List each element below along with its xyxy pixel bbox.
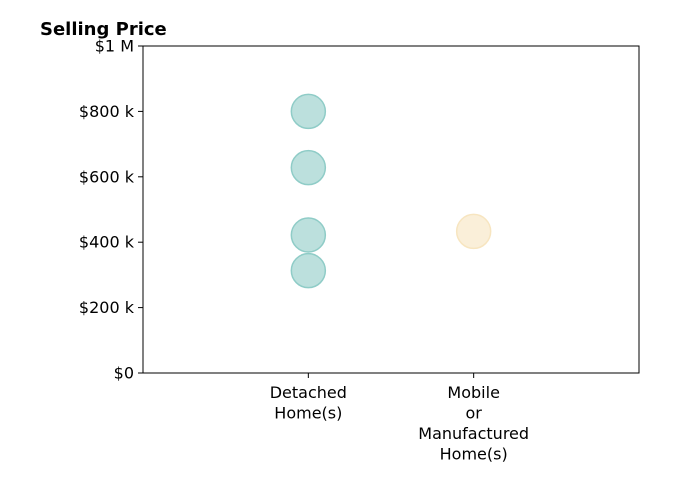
x-tick-label-line: or — [465, 404, 482, 423]
data-point — [455, 213, 492, 250]
plot-area — [142, 45, 640, 374]
y-tick-label: $600 k — [79, 167, 135, 186]
x-tick-label-line: Mobile — [447, 383, 499, 402]
y-tick-label: $200 k — [79, 298, 135, 317]
x-tick-label-line: Home(s) — [440, 445, 508, 464]
y-axis: $0 $200 k $400 k $600 k $800 k $1 M — [79, 37, 143, 383]
y-tick-label: $800 k — [79, 102, 135, 121]
x-tick-label: Detached Home(s) — [270, 383, 347, 423]
x-tick-label-line: Detached — [270, 383, 347, 402]
x-tick-label-line: Manufactured — [418, 424, 529, 443]
data-points — [290, 93, 492, 289]
x-tick-label-line: Home(s) — [274, 404, 342, 423]
y-tick-label: $1 M — [95, 37, 134, 56]
data-point — [290, 149, 327, 186]
chart-title: Selling Price — [40, 19, 167, 40]
y-tick-label: $400 k — [79, 233, 135, 252]
data-point — [290, 217, 327, 253]
y-tick-label: $0 — [114, 364, 134, 383]
data-point — [290, 252, 327, 289]
data-point — [290, 93, 327, 130]
